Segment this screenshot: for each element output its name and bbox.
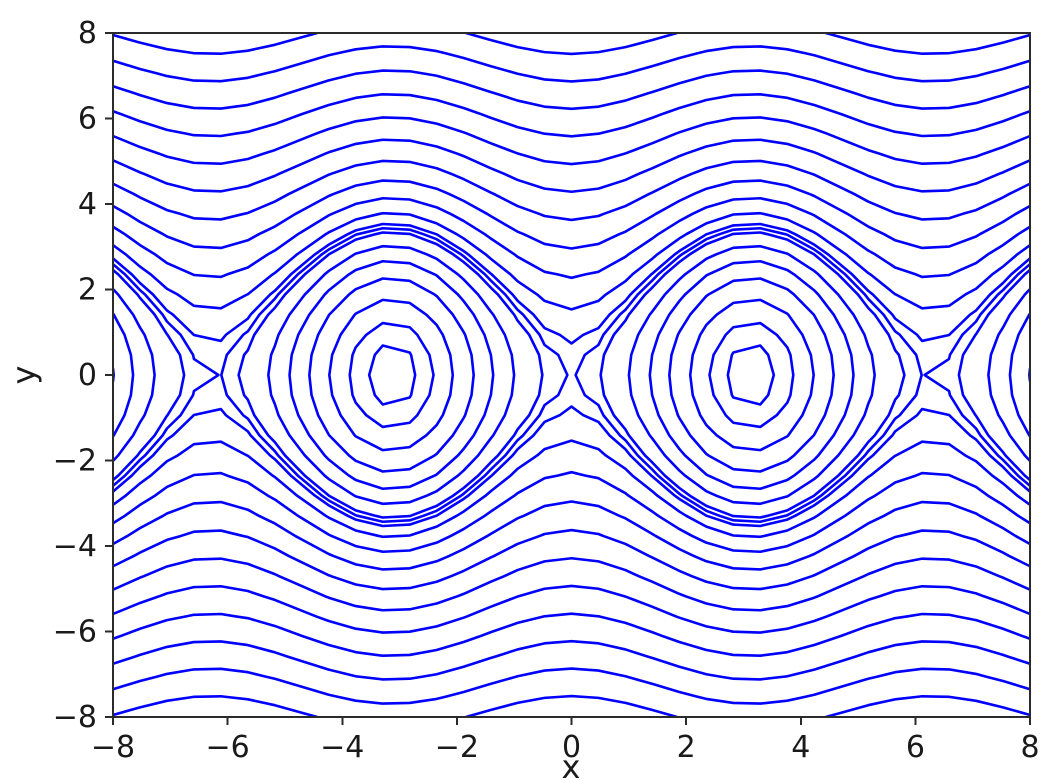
- contour-line: [668, 277, 835, 473]
- contour-line: [923, 263, 1030, 487]
- x-tick-label: 2: [677, 730, 696, 765]
- contour-line: [113, 639, 1030, 681]
- contour-line: [237, 231, 544, 519]
- contour-line: [113, 694, 318, 717]
- contour-lines: [113, 33, 1030, 717]
- x-tick-label: −4: [320, 730, 364, 765]
- contour-line: [113, 667, 1030, 705]
- contour-line: [688, 298, 815, 452]
- contour-line: [726, 344, 776, 406]
- contour-line: [113, 138, 1030, 194]
- contour-line: [1008, 312, 1030, 438]
- contour-line: [113, 405, 1030, 528]
- contour-line: [574, 226, 923, 524]
- y-axis-label: y: [5, 366, 43, 385]
- x-tick-label: 8: [1020, 730, 1039, 765]
- x-tick-label: −2: [435, 730, 479, 765]
- x-axis-label: x: [562, 748, 581, 780]
- contour-line: [113, 211, 1030, 311]
- y-tick-label: 4: [78, 187, 97, 222]
- contour-line: [648, 259, 855, 491]
- y-tick-label: 6: [78, 102, 97, 137]
- contour-line: [113, 470, 1030, 554]
- contour-line: [957, 268, 1030, 482]
- contour-line: [267, 244, 516, 506]
- contour-line: [708, 321, 795, 429]
- contour-line: [367, 344, 417, 406]
- y-tick-marks: [105, 32, 113, 718]
- x-tick-label: 6: [906, 730, 925, 765]
- x-tick-marks: [112, 717, 1031, 725]
- contour-line: [987, 288, 1030, 462]
- contour-line: [113, 439, 1030, 539]
- contour-line: [113, 584, 1030, 634]
- contour-line: [328, 298, 455, 452]
- x-tick-labels: −8 −6 −4 −2 0 2 4 6 8: [91, 730, 1040, 765]
- contour-line: [113, 500, 1030, 571]
- contour-line: [113, 288, 156, 462]
- contour-line: [113, 116, 1030, 166]
- contour-line: [113, 69, 1030, 111]
- y-tick-label: 0: [78, 358, 97, 393]
- contour-line: [308, 277, 475, 473]
- contour-line: [599, 231, 906, 519]
- contour-line: [220, 226, 569, 524]
- contour-line: [113, 179, 1030, 250]
- contour-line: [113, 263, 220, 487]
- y-tick-label: 2: [78, 273, 97, 308]
- contour-line: [627, 244, 876, 506]
- y-tick-label: −6: [53, 615, 97, 650]
- contour-line: [825, 694, 1030, 717]
- contour-line: [113, 312, 135, 438]
- contour-line: [465, 33, 678, 56]
- y-tick-label: −4: [53, 529, 97, 564]
- contour-line: [113, 45, 1030, 83]
- contour-line: [113, 196, 1030, 280]
- y-tick-label: −2: [53, 444, 97, 479]
- contour-line: [288, 259, 495, 491]
- contour-line: [113, 33, 318, 56]
- x-tick-label: −8: [91, 730, 135, 765]
- contour-line: [113, 268, 186, 482]
- contour-line: [113, 528, 1030, 591]
- y-tick-label: −8: [53, 700, 97, 735]
- contour-line: [113, 222, 1030, 345]
- contour-line: [465, 694, 678, 717]
- y-tick-label: 8: [78, 16, 97, 51]
- contour-line: [348, 321, 435, 429]
- contour-line: [113, 92, 1030, 138]
- contour-line: [113, 556, 1030, 612]
- x-tick-label: 0: [562, 730, 581, 765]
- contour-line: [113, 612, 1030, 658]
- contour-line: [113, 159, 1030, 222]
- y-tick-labels: −8 −6 −4 −2 0 2 4 6 8: [53, 16, 97, 735]
- x-tick-label: −6: [206, 730, 250, 765]
- x-tick-label: 4: [791, 730, 810, 765]
- contour-line: [825, 33, 1030, 56]
